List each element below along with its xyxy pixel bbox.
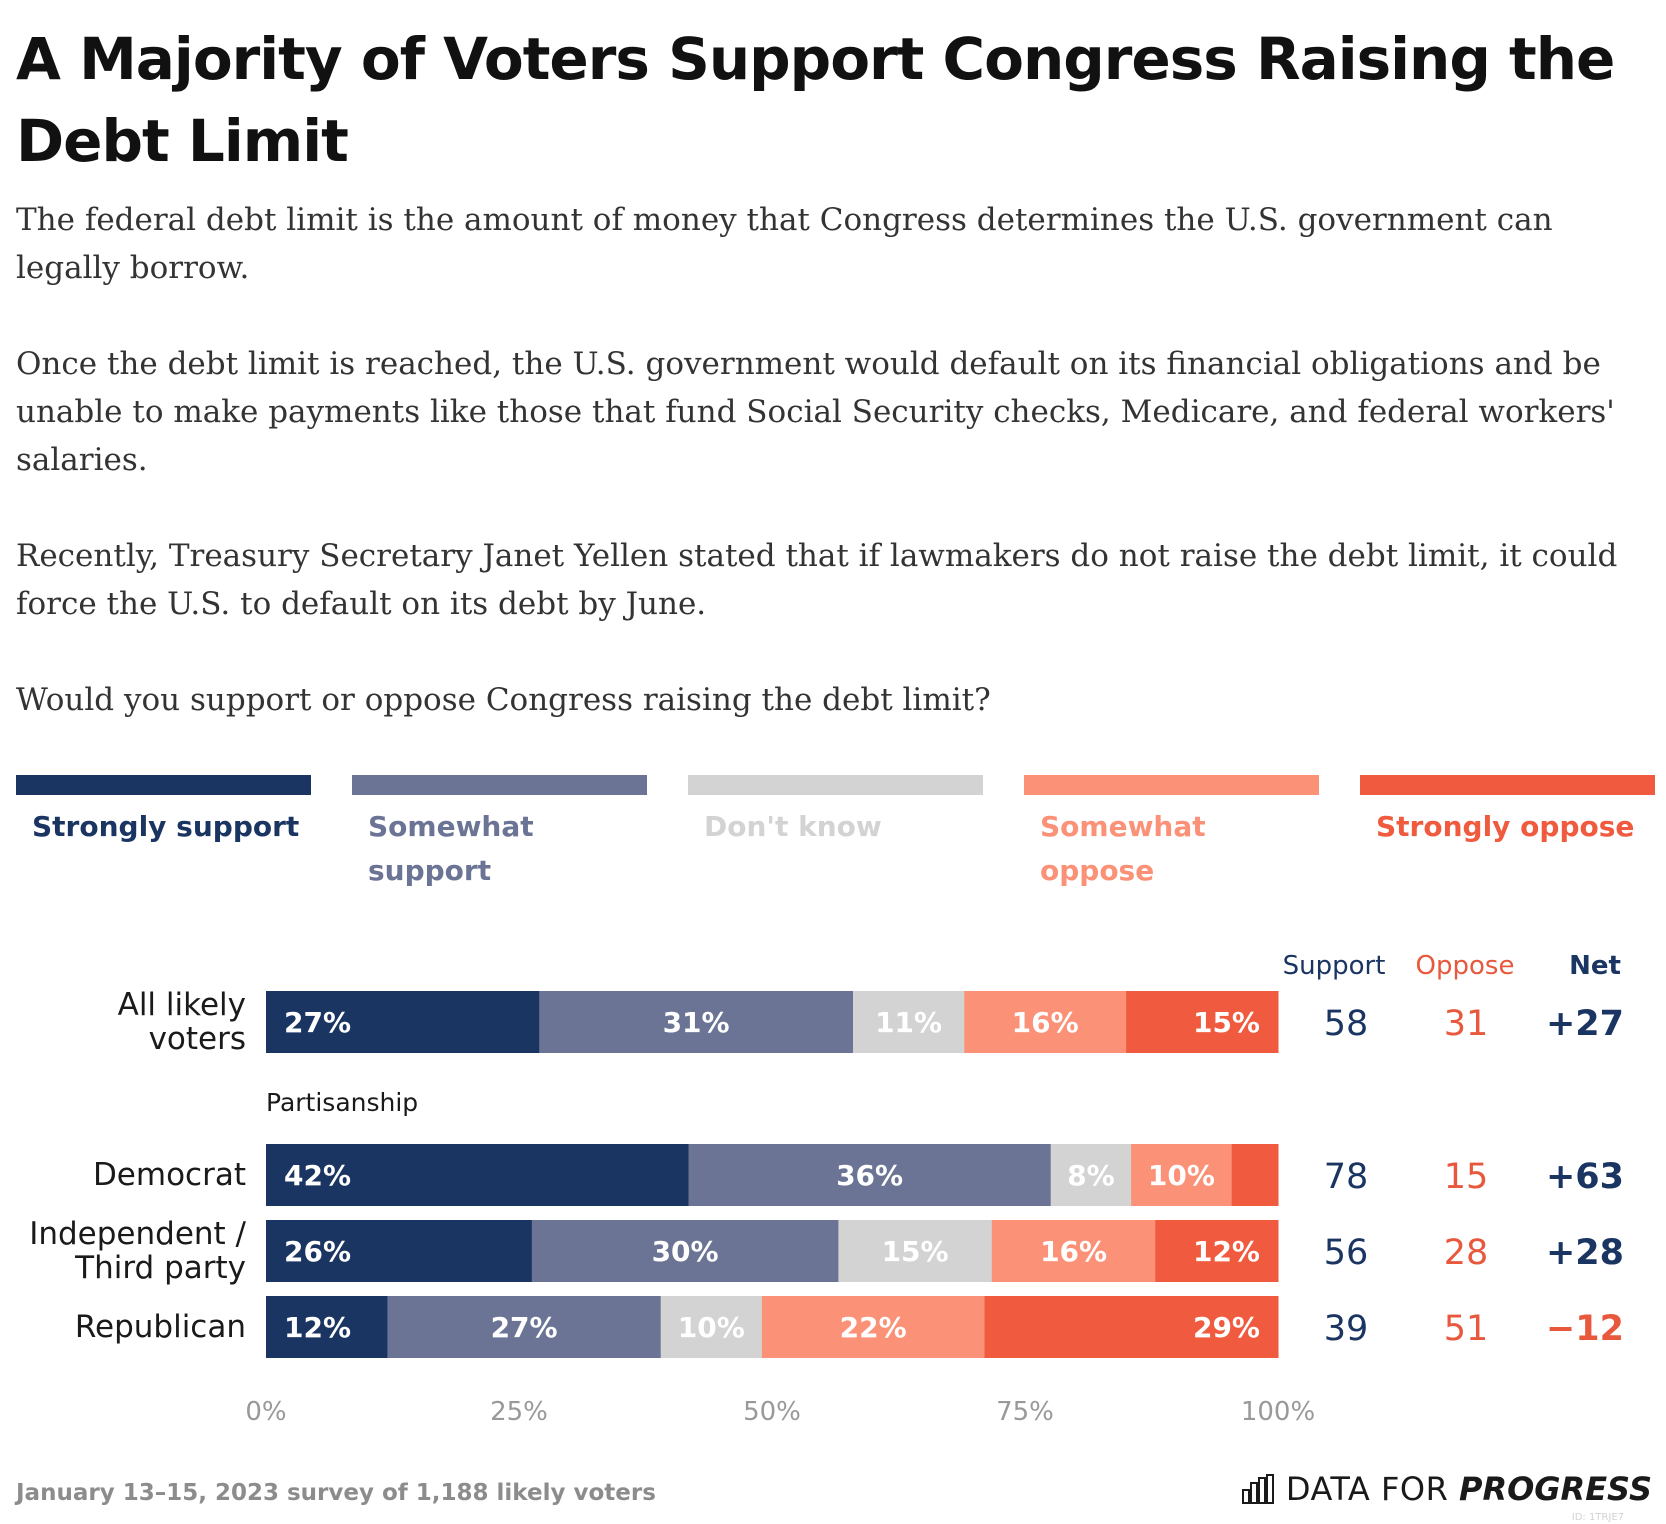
legend-item-somewhat-support: Somewhat support <box>352 775 647 893</box>
bar-segment <box>991 1220 1156 1282</box>
intro-paragraph-1: The federal debt limit is the amount of … <box>16 202 1553 286</box>
net-value: +63 <box>1546 1157 1624 1197</box>
bar-segment <box>266 1144 689 1206</box>
legend-swatch-somewhat-support <box>352 775 647 795</box>
bar-value-label: 15% <box>882 1235 949 1268</box>
x-tick-label: 25% <box>490 1397 548 1427</box>
bar-value-label: 26% <box>284 1235 351 1268</box>
bar-value-label: 12% <box>284 1311 351 1344</box>
support-value: 78 <box>1324 1157 1369 1197</box>
bar-value-label: 36% <box>836 1159 903 1192</box>
support-value: 39 <box>1324 1309 1369 1349</box>
legend-label-somewhat-support: Somewhat support <box>368 810 534 887</box>
legend-swatch-strongly-support <box>16 775 311 795</box>
brand-name-bold: PROGRESS <box>1458 1470 1652 1508</box>
bar-value-label: 16% <box>1040 1235 1107 1268</box>
net-value: −12 <box>1546 1309 1624 1349</box>
bar-segment <box>984 1296 1279 1358</box>
bar-segment <box>1050 1144 1132 1206</box>
row-label: All likely <box>118 987 246 1023</box>
header-oppose: Oppose <box>1416 951 1515 981</box>
row-label: voters <box>149 1021 246 1057</box>
header-net: Net <box>1569 951 1621 981</box>
bar-segment <box>1126 991 1279 1053</box>
bar-value-label: 27% <box>284 1006 351 1039</box>
oppose-value: 51 <box>1444 1309 1489 1349</box>
x-tick-label: 0% <box>245 1397 286 1427</box>
chart-id: ID: 1TRJE7 <box>1571 1512 1624 1523</box>
support-value: 58 <box>1324 1004 1369 1044</box>
chart-title: A Majority of Voters Support Congress Ra… <box>16 25 1615 175</box>
oppose-value: 15 <box>1444 1157 1489 1197</box>
bar-value-label: 11% <box>875 1006 942 1039</box>
row-label: Third party <box>74 1250 246 1286</box>
bar-segment <box>761 1296 985 1358</box>
bar-segment <box>539 991 854 1053</box>
legend-label-strongly-support: Strongly support <box>32 810 300 843</box>
bar-segment <box>1231 1144 1279 1206</box>
legend-item-strongly-oppose: Strongly oppose <box>1360 775 1655 849</box>
bar-value-label: 10% <box>678 1311 745 1344</box>
bar-segment <box>964 991 1127 1053</box>
bar-value-label: 8% <box>1067 1159 1115 1192</box>
survey-source-note: January 13–15, 2023 survey of 1,188 like… <box>16 1480 656 1506</box>
net-value: +27 <box>1546 1004 1624 1044</box>
bar-segment <box>266 991 540 1053</box>
bar-value-label: 30% <box>652 1235 719 1268</box>
intro-paragraph-2: Once the debt limit is reached, the U.S.… <box>16 346 1615 478</box>
stacked-bar-chart: Support Oppose Net Partisanship 27% 31% 11% 16%… <box>29 951 1624 1427</box>
bar-value-label: 27% <box>491 1311 558 1344</box>
header-support: Support <box>1283 951 1386 981</box>
oppose-value: 28 <box>1444 1233 1489 1273</box>
legend-swatch-dont-know <box>688 775 983 795</box>
row-label: Democrat <box>93 1157 246 1193</box>
bar-segment <box>660 1296 763 1358</box>
bar-value-label: 16% <box>1012 1006 1079 1039</box>
net-value: +28 <box>1546 1233 1624 1273</box>
x-tick-label: 50% <box>743 1397 801 1427</box>
brand-logo: DATA FOR PROGRESS <box>1241 1470 1652 1508</box>
bar-value-label: 15% <box>1193 1006 1260 1039</box>
row-label: Independent / <box>29 1216 246 1252</box>
bar-segment <box>531 1220 839 1282</box>
bar-segment <box>1155 1220 1279 1282</box>
bar-segment <box>688 1144 1052 1206</box>
legend: Strongly support Somewhat support Don't … <box>16 775 1656 887</box>
legend-label-strongly-oppose: Strongly oppose <box>1376 810 1635 843</box>
survey-question: Would you support or oppose Congress rai… <box>16 682 991 718</box>
bar-segment <box>1131 1144 1233 1206</box>
legend-label-somewhat-oppose: Somewhat oppose <box>1040 810 1206 887</box>
row-label: Republican <box>75 1309 246 1345</box>
legend-swatch-somewhat-oppose <box>1024 775 1319 795</box>
support-value: 56 <box>1324 1233 1369 1273</box>
legend-item-dont-know: Don't know <box>688 775 983 849</box>
oppose-value: 31 <box>1444 1004 1489 1044</box>
bar-segment <box>838 1220 993 1282</box>
legend-item-somewhat-oppose: Somewhat oppose <box>1024 775 1319 893</box>
intro-text: The federal debt limit is the amount of … <box>16 196 1646 772</box>
bar-value-label: 12% <box>1193 1235 1260 1268</box>
brand-name: DATA FOR PROGRESS <box>1286 1470 1652 1508</box>
bar-segment <box>266 1220 533 1282</box>
bar-segment <box>266 1296 388 1358</box>
bar-segment <box>853 991 965 1053</box>
bar-value-label: 42% <box>284 1159 351 1192</box>
x-tick-label: 100% <box>1241 1397 1315 1427</box>
bar-value-label: 22% <box>840 1311 907 1344</box>
brand-name-light: DATA FOR <box>1285 1470 1449 1508</box>
legend-label-dont-know: Don't know <box>704 810 882 843</box>
x-tick-label: 75% <box>996 1397 1054 1427</box>
bar-value-label: 31% <box>663 1006 730 1039</box>
bar-segment <box>387 1296 662 1358</box>
bar-value-label: 10% <box>1148 1159 1215 1192</box>
group-label-partisanship: Partisanship <box>266 1088 418 1117</box>
legend-item-strongly-support: Strongly support <box>16 775 311 849</box>
legend-swatch-strongly-oppose <box>1360 775 1655 795</box>
bar-value-label: 29% <box>1193 1311 1260 1344</box>
bar-chart-logo-icon <box>1241 1474 1274 1504</box>
intro-paragraph-3: Recently, Treasury Secretary Janet Yelle… <box>16 538 1618 622</box>
